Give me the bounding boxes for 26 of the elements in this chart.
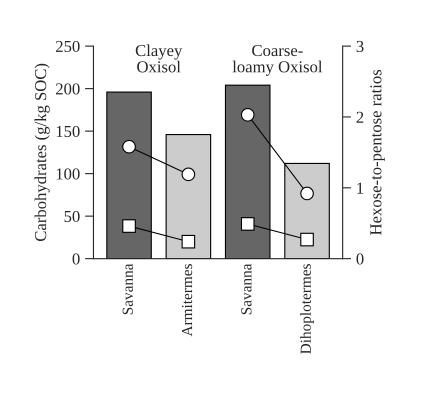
x-tick-label: Savanna — [122, 264, 133, 314]
y2-tick-label: 0 — [356, 253, 364, 265]
point — [300, 232, 314, 246]
y2-tick-label: 1 — [357, 182, 364, 194]
point — [122, 219, 136, 233]
y-axis-title: Carbohydrates (g/kg SOC) — [34, 64, 50, 242]
annotation: Coarse- loamy Oxisol — [232, 44, 322, 76]
y-tick-label: 100 — [56, 168, 80, 180]
y2-tick-label: 2 — [356, 112, 364, 123]
point — [122, 140, 136, 154]
y-tick-label: 200 — [56, 83, 80, 95]
point — [240, 217, 255, 231]
y-tick-label: 0 — [72, 253, 80, 265]
point — [240, 108, 255, 122]
x-tick-label: Armitermes — [182, 264, 192, 336]
y2-tick-label: 3 — [356, 40, 364, 52]
y2-axis-title: Hexose-to-pentose ratios — [370, 70, 385, 235]
x-tick-label: Dihoplotermes — [300, 264, 314, 354]
point — [182, 168, 196, 182]
point — [182, 234, 196, 248]
y-tick-label: 50 — [64, 210, 80, 222]
y-tick-label: 250 — [56, 40, 80, 52]
annotation: Clayey Oxisol — [136, 44, 182, 72]
x-tick-label: Savanna — [241, 264, 252, 314]
y-tick-label: 150 — [56, 126, 80, 138]
point — [300, 186, 314, 200]
